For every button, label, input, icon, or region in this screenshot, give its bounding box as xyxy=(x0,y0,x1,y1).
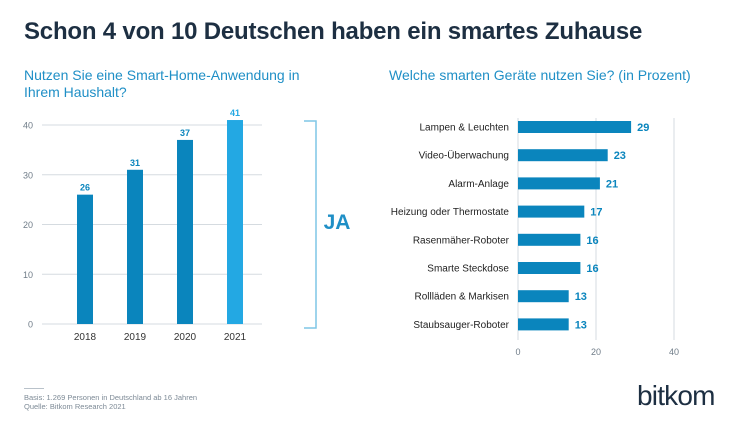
right-data-label: 23 xyxy=(614,150,626,162)
right-data-label: 13 xyxy=(575,319,587,331)
left-y-tick-label: 0 xyxy=(28,320,33,330)
left-y-tick-label: 20 xyxy=(23,220,33,230)
right-category-label: Video-Überwachung xyxy=(419,150,509,162)
right-category-label: Rasenmäher-Roboter xyxy=(413,235,510,246)
left-bar xyxy=(127,169,143,324)
right-bar xyxy=(518,262,581,274)
left-bar xyxy=(177,139,193,324)
left-y-tick-label: 30 xyxy=(23,170,33,180)
footer-quelle: Quelle: Bitkom Research 2021 xyxy=(24,402,126,411)
left-x-tick-label: 2018 xyxy=(74,332,97,343)
right-data-label: 13 xyxy=(575,291,587,303)
footer-basis: Basis: 1.269 Personen in Deutschland ab … xyxy=(24,393,198,402)
right-category-label: Alarm-Anlage xyxy=(448,179,509,190)
bitkom-logo: bitkom xyxy=(637,380,715,411)
left-data-label: 37 xyxy=(180,128,190,138)
right-category-label: Rollläden & Markisen xyxy=(415,292,510,303)
right-x-tick-label: 0 xyxy=(515,347,520,357)
right-x-tick-label: 20 xyxy=(591,347,601,357)
left-x-tick-label: 2020 xyxy=(174,332,197,343)
ja-bracket xyxy=(304,120,317,329)
right-category-label: Smarte Steckdose xyxy=(427,264,509,275)
ja-annotation: JA xyxy=(324,211,351,234)
left-chart-title: Nutzen Sie eine Smart-Home-Anwendung in … xyxy=(24,67,300,100)
right-data-label: 29 xyxy=(637,122,649,134)
right-category-label: Heizung oder Thermostate xyxy=(391,207,510,218)
right-bar xyxy=(518,177,600,190)
left-x-tick-label: 2019 xyxy=(124,332,147,343)
left-y-tick-label: 10 xyxy=(23,270,33,280)
footer-divider xyxy=(24,388,44,389)
left-bar xyxy=(77,194,93,324)
right-category-label: Lampen & Leuchten xyxy=(419,123,509,134)
right-data-label: 16 xyxy=(586,235,598,247)
left-data-label: 41 xyxy=(230,108,240,118)
left-x-tick-label: 2021 xyxy=(224,332,247,343)
left-data-label: 31 xyxy=(130,158,140,168)
right-category-label: Staubsauger-Roboter xyxy=(413,320,509,331)
right-x-tick-label: 40 xyxy=(669,347,679,357)
left-y-tick-label: 40 xyxy=(23,121,33,131)
right-bar xyxy=(518,318,569,331)
right-data-label: 21 xyxy=(606,178,618,190)
footer-source: Basis: 1.269 Personen in Deutschland ab … xyxy=(24,393,197,411)
right-bar xyxy=(518,290,569,303)
page-title: Schon 4 von 10 Deutschen haben ein smart… xyxy=(24,18,643,45)
right-bar xyxy=(518,149,608,162)
right-chart-title: Welche smarten Geräte nutzen Sie? (in Pr… xyxy=(389,67,691,83)
right-data-label: 16 xyxy=(586,263,598,275)
right-bar xyxy=(518,233,581,246)
right-bar xyxy=(518,205,585,218)
right-data-label: 17 xyxy=(590,207,602,219)
left-bar xyxy=(227,120,243,325)
right-bar xyxy=(518,121,632,133)
left-data-label: 26 xyxy=(80,183,90,193)
